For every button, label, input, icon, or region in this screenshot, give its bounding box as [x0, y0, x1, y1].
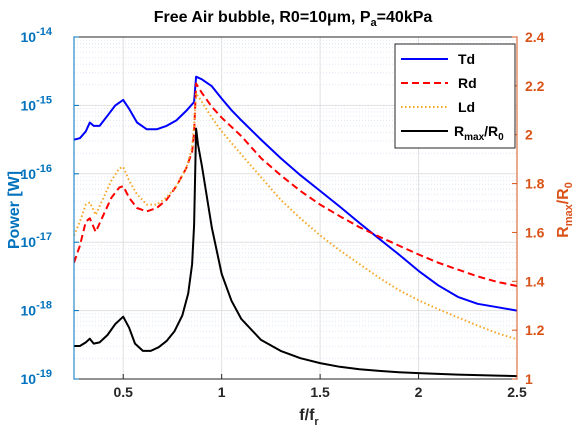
- legend-label-rmax: Rmax/R0: [454, 123, 504, 143]
- right-y-tick-label-7: 2.4: [525, 29, 545, 45]
- legend-entry-rd: Rd: [401, 75, 477, 91]
- x-tick-label-3: 2: [415, 384, 423, 400]
- right-y-axis-label: Rmax/R0: [555, 182, 575, 238]
- left-y-tick-label-0: 10-19: [21, 368, 52, 387]
- x-axis-label-subscript: r: [314, 416, 319, 428]
- left-y-axis-ticks: 10-19 10-18 10-17 10-16 10-15 10-14: [21, 26, 79, 387]
- left-y-tick-label-3: 10-16: [21, 163, 52, 182]
- legend-entry-rmax: Rmax/R0: [401, 123, 504, 143]
- right-y-tick-label-6: 2.2: [525, 78, 545, 94]
- legend-label-rmax-mid: /R: [484, 123, 498, 139]
- left-y-tick-label-5: 10-14: [21, 26, 53, 45]
- x-tick-label-2: 1.5: [310, 384, 330, 400]
- legend-label-rd: Rd: [458, 75, 477, 91]
- series-line-rd: [74, 82, 517, 287]
- right-y-axis-label-r: R: [555, 226, 572, 238]
- legend-label-td: Td: [458, 51, 475, 67]
- right-y-tick-label-0: 1: [525, 371, 533, 387]
- x-tick-label-1: 1: [218, 384, 226, 400]
- left-y-tick-label-4: 10-15: [21, 94, 52, 113]
- right-y-axis-label-sub-max: max: [563, 203, 575, 226]
- right-y-axis-label-mid: /R: [555, 188, 572, 204]
- data-series: [74, 75, 517, 378]
- x-axis-ticks: 0.5 1 1.5 2 2.5: [113, 374, 527, 400]
- left-y-axis-label: Power [W]: [6, 171, 23, 249]
- chart-title-subscript: a: [371, 17, 378, 29]
- series-line-ld: [74, 92, 517, 341]
- series-line-td: [74, 75, 517, 312]
- chart-title: Free Air bubble, R0=10μm, Pa=40kPa: [154, 9, 433, 29]
- left-y-tick-label-2: 10-17: [21, 231, 52, 250]
- right-y-axis-label-sub-zero: 0: [563, 182, 575, 188]
- chart-title-main: Free Air bubble, R0=10μm, P: [154, 9, 371, 26]
- legend-label-rmax-sub-zero: 0: [498, 132, 504, 143]
- x-axis-label: f/fr: [299, 407, 319, 428]
- chart-title-tail: =40kPa: [377, 9, 433, 26]
- right-y-tick-label-1: 1.2: [525, 322, 545, 338]
- x-axis-label-main: f/f: [299, 407, 315, 424]
- legend: Td Rd Ld Rmax/R0: [394, 43, 516, 149]
- x-tick-label-0: 0.5: [113, 384, 133, 400]
- series-line-rmax: [74, 127, 517, 378]
- right-y-tick-label-3: 1.6: [525, 224, 545, 240]
- right-y-tick-label-4: 1.8: [525, 176, 545, 192]
- right-y-tick-label-2: 1.4: [525, 273, 545, 289]
- legend-label-rmax-r: R: [454, 123, 464, 139]
- legend-label-rmax-sub-max: max: [464, 132, 484, 143]
- right-y-tick-label-5: 2: [525, 127, 533, 143]
- x-tick-label-4: 2.5: [507, 384, 527, 400]
- right-y-axis-ticks: 1 1.2 1.4 1.6 1.8 2 2.2 2.4: [512, 29, 545, 387]
- left-y-tick-label-1: 10-18: [21, 300, 52, 319]
- legend-label-ld: Ld: [458, 99, 475, 115]
- legend-entry-ld: Ld: [401, 99, 475, 115]
- legend-entry-td: Td: [401, 51, 475, 67]
